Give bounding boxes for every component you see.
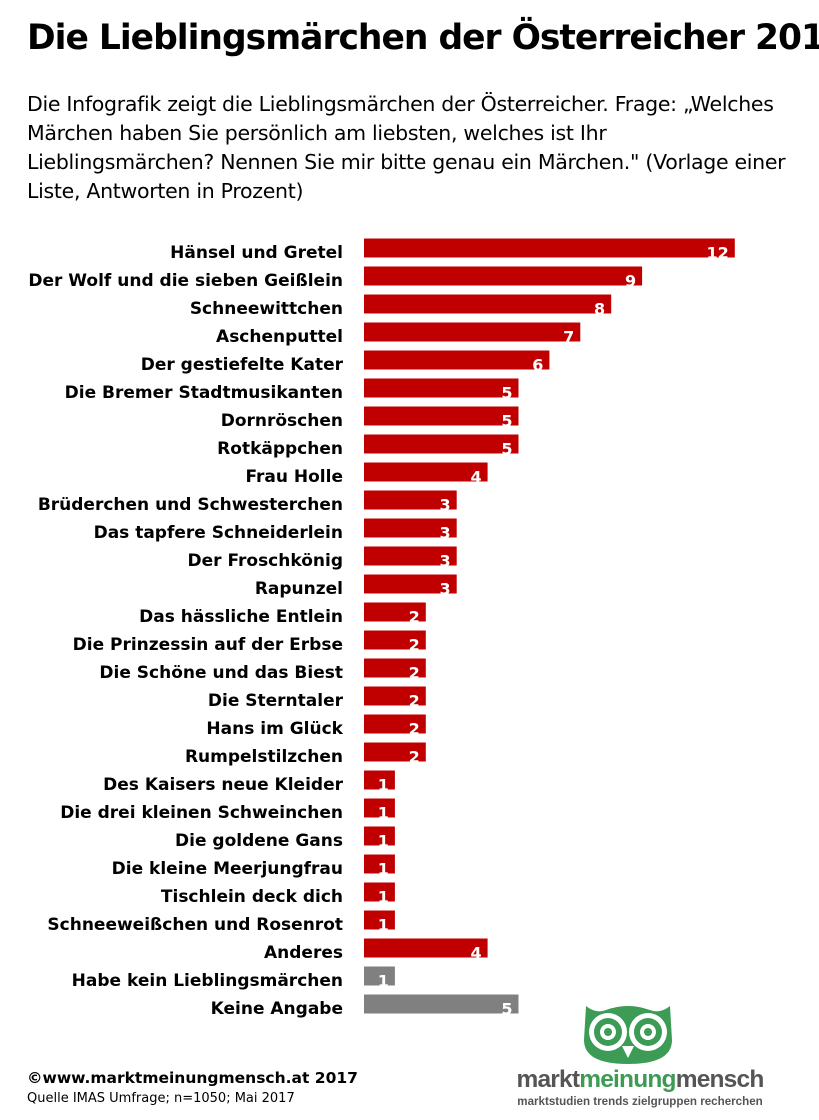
- chart-title: Die Lieblingsmärchen der Österreicher 20…: [27, 18, 819, 58]
- category-label-der-gestiefelte-kater: Der gestiefelte Kater: [141, 355, 344, 375]
- bar-das-tapfere-schneiderlein: [364, 518, 457, 538]
- bar-habe-kein-lieblingsmaerchen: [364, 966, 395, 986]
- value-label-das-haessliche-entlein: 2: [409, 608, 420, 627]
- bar-schneewittchen: [364, 294, 612, 314]
- category-label-die-prinzessin-auf-der-erbse: Die Prinzessin auf der Erbse: [73, 635, 343, 655]
- value-label-die-prinzessin-auf-der-erbse: 2: [409, 636, 420, 655]
- value-label-tischlein-deck-dich: 1: [378, 888, 389, 907]
- value-label-die-schoene-und-das-biest: 2: [409, 664, 420, 683]
- value-label-rotkaeppchen: 5: [501, 440, 512, 459]
- bar-dornroeschen: [364, 406, 519, 426]
- value-label-schneewittchen: 8: [594, 300, 605, 319]
- value-label-die-bremer-stadtmusikanten: 5: [501, 384, 512, 403]
- value-label-des-kaisers-neue-kleider: 1: [378, 776, 389, 795]
- logo-word-mensch: mensch: [675, 1066, 765, 1093]
- bar-die-goldene-gans: [364, 826, 395, 846]
- category-label-die-drei-kleinen-schweinchen: Die drei kleinen Schweinchen: [60, 803, 343, 823]
- bar-tischlein-deck-dich: [364, 882, 395, 902]
- bar-die-bremer-stadtmusikanten: [364, 378, 519, 398]
- bar-rumpelstilzchen: [364, 742, 426, 762]
- value-label-der-gestiefelte-kater: 6: [532, 356, 543, 375]
- bar-die-schoene-und-das-biest: [364, 658, 426, 678]
- bar-der-gestiefelte-kater: [364, 350, 550, 370]
- owl-icon: [584, 1006, 672, 1064]
- category-label-tischlein-deck-dich: Tischlein deck dich: [161, 887, 343, 907]
- bar-die-sterntaler: [364, 686, 426, 706]
- category-label-die-bremer-stadtmusikanten: Die Bremer Stadtmusikanten: [65, 383, 343, 403]
- category-label-anderes: Anderes: [264, 943, 343, 963]
- value-label-das-tapfere-schneiderlein: 3: [440, 524, 451, 543]
- value-label-frau-holle: 4: [470, 468, 481, 487]
- category-label-schneewittchen: Schneewittchen: [190, 299, 343, 319]
- value-label-haensel-und-gretel: 12: [707, 244, 729, 263]
- value-label-rapunzel: 3: [440, 580, 451, 599]
- value-label-die-goldene-gans: 1: [378, 832, 389, 851]
- bar-hans-im-glueck: [364, 714, 426, 734]
- category-label-bruederchen-und-schwesterchen: Brüderchen und Schwesterchen: [38, 495, 343, 515]
- category-label-habe-kein-lieblingsmaerchen: Habe kein Lieblingsmärchen: [72, 971, 343, 991]
- category-label-rapunzel: Rapunzel: [255, 579, 343, 599]
- bar-der-wolf-und-die-sieben-geisslein: [364, 266, 643, 286]
- value-label-anderes: 4: [470, 944, 481, 963]
- bar-haensel-und-gretel: [364, 238, 735, 258]
- category-label-schneeweisschen-und-rosenrot: Schneeweißchen und Rosenrot: [47, 915, 343, 935]
- category-label-das-haessliche-entlein: Das hässliche Entlein: [139, 607, 343, 627]
- logo-wordmark: marktmeinungmensch: [490, 1066, 790, 1094]
- bar-frau-holle: [364, 462, 488, 482]
- value-label-bruederchen-und-schwesterchen: 3: [440, 496, 451, 515]
- value-label-die-kleine-meerjungfrau: 1: [378, 860, 389, 879]
- value-label-rumpelstilzchen: 2: [409, 748, 420, 767]
- value-label-habe-kein-lieblingsmaerchen: 1: [378, 972, 389, 991]
- value-label-hans-im-glueck: 2: [409, 720, 420, 739]
- chart-subtitle: Die Infografik zeigt die Lieblingsmärche…: [27, 92, 786, 203]
- category-label-das-tapfere-schneiderlein: Das tapfere Schneiderlein: [94, 523, 343, 543]
- category-label-der-froschkoenig: Der Froschkönig: [188, 551, 343, 571]
- value-label-die-sterntaler: 2: [409, 692, 420, 711]
- value-label-dornroeschen: 5: [501, 412, 512, 431]
- category-label-die-goldene-gans: Die goldene Gans: [175, 831, 343, 851]
- bar-der-froschkoenig: [364, 546, 457, 566]
- bar-aschenputtel: [364, 322, 581, 342]
- footer-source: Quelle IMAS Umfrage; n=1050; Mai 2017: [27, 1091, 295, 1106]
- category-label-dornroeschen: Dornröschen: [221, 411, 343, 431]
- logo-tagline: marktstudien trends zielgruppen recherch…: [517, 1095, 763, 1108]
- value-label-keine-angabe: 5: [501, 1000, 512, 1019]
- category-label-der-wolf-und-die-sieben-geisslein: Der Wolf und die sieben Geißlein: [28, 271, 343, 291]
- category-label-des-kaisers-neue-kleider: Des Kaisers neue Kleider: [103, 775, 343, 795]
- bar-die-drei-kleinen-schweinchen: [364, 798, 395, 818]
- bar-die-prinzessin-auf-der-erbse: [364, 630, 426, 650]
- value-label-der-froschkoenig: 3: [440, 552, 451, 571]
- category-label-frau-holle: Frau Holle: [246, 467, 344, 487]
- category-label-keine-angabe: Keine Angabe: [211, 999, 343, 1019]
- category-label-hans-im-glueck: Hans im Glück: [206, 719, 343, 739]
- bar-schneeweisschen-und-rosenrot: [364, 910, 395, 930]
- bar-des-kaisers-neue-kleider: [364, 770, 395, 790]
- bar-rapunzel: [364, 574, 457, 594]
- value-label-schneeweisschen-und-rosenrot: 1: [378, 916, 389, 935]
- category-label-rotkaeppchen: Rotkäppchen: [217, 439, 343, 459]
- value-label-aschenputtel: 7: [563, 328, 574, 347]
- brand-logo: marktmeinungmensch marktstudien trends z…: [490, 1000, 790, 1115]
- bar-keine-angabe: [364, 994, 519, 1014]
- logo-word-meinung: meinung: [579, 1066, 676, 1093]
- value-label-der-wolf-und-die-sieben-geisslein: 9: [625, 272, 636, 291]
- logo-word-markt: markt: [516, 1066, 580, 1093]
- category-label-aschenputtel: Aschenputtel: [216, 327, 343, 347]
- value-label-die-drei-kleinen-schweinchen: 1: [378, 804, 389, 823]
- category-label-die-schoene-und-das-biest: Die Schöne und das Biest: [99, 663, 343, 683]
- category-label-die-sterntaler: Die Sterntaler: [208, 691, 344, 711]
- bar-bruederchen-und-schwesterchen: [364, 490, 457, 510]
- bar-anderes: [364, 938, 488, 958]
- bar-das-haessliche-entlein: [364, 602, 426, 622]
- category-label-rumpelstilzchen: Rumpelstilzchen: [185, 747, 343, 767]
- category-label-die-kleine-meerjungfrau: Die kleine Meerjungfrau: [112, 859, 343, 879]
- footer-copyright: ©www.marktmeinungmensch.at 2017: [27, 1069, 358, 1087]
- bar-rotkaeppchen: [364, 434, 519, 454]
- bar-die-kleine-meerjungfrau: [364, 854, 395, 874]
- category-label-haensel-und-gretel: Hänsel und Gretel: [170, 243, 343, 263]
